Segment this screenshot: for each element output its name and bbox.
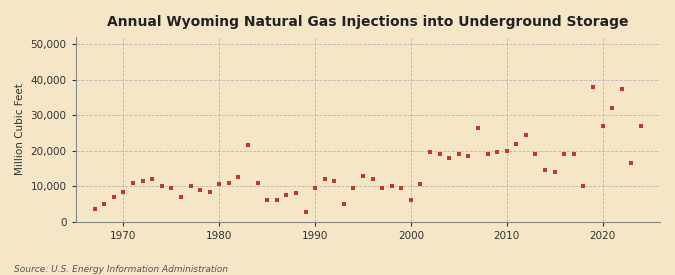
Point	[454, 152, 464, 156]
Point	[281, 193, 292, 197]
Point	[520, 133, 531, 137]
Point	[539, 168, 550, 172]
Point	[568, 152, 579, 156]
Point	[511, 141, 522, 146]
Point	[502, 148, 512, 153]
Point	[205, 189, 215, 194]
Point	[358, 173, 369, 178]
Point	[607, 106, 618, 110]
Title: Annual Wyoming Natural Gas Injections into Underground Storage: Annual Wyoming Natural Gas Injections in…	[107, 15, 628, 29]
Point	[319, 177, 330, 181]
Point	[223, 180, 234, 185]
Point	[185, 184, 196, 188]
Point	[329, 179, 340, 183]
Point	[89, 207, 100, 211]
Point	[377, 186, 387, 190]
Point	[233, 175, 244, 180]
Point	[147, 177, 158, 181]
Point	[587, 85, 598, 89]
Point	[166, 186, 177, 190]
Point	[271, 198, 282, 203]
Point	[99, 202, 110, 206]
Point	[137, 179, 148, 183]
Point	[367, 177, 378, 181]
Point	[338, 202, 349, 206]
Point	[406, 198, 416, 203]
Point	[300, 210, 311, 214]
Point	[472, 125, 483, 130]
Text: Source: U.S. Energy Information Administration: Source: U.S. Energy Information Administ…	[14, 265, 227, 274]
Point	[425, 150, 435, 155]
Point	[348, 186, 359, 190]
Point	[463, 154, 474, 158]
Point	[128, 180, 138, 185]
Point	[176, 195, 186, 199]
Point	[444, 156, 455, 160]
Point	[194, 188, 205, 192]
Point	[109, 195, 119, 199]
Point	[482, 152, 493, 156]
Point	[626, 161, 637, 165]
Point	[310, 186, 321, 190]
Point	[157, 184, 167, 188]
Point	[415, 182, 426, 187]
Point	[290, 191, 301, 196]
Point	[549, 170, 560, 174]
Point	[262, 198, 273, 203]
Point	[530, 152, 541, 156]
Point	[252, 180, 263, 185]
Point	[386, 184, 397, 188]
Y-axis label: Million Cubic Feet: Million Cubic Feet	[15, 84, 25, 175]
Point	[242, 143, 253, 148]
Point	[559, 152, 570, 156]
Point	[214, 182, 225, 187]
Point	[578, 184, 589, 188]
Point	[635, 124, 646, 128]
Point	[491, 150, 502, 155]
Point	[434, 152, 445, 156]
Point	[396, 186, 407, 190]
Point	[118, 189, 129, 194]
Point	[597, 124, 608, 128]
Point	[616, 86, 627, 91]
